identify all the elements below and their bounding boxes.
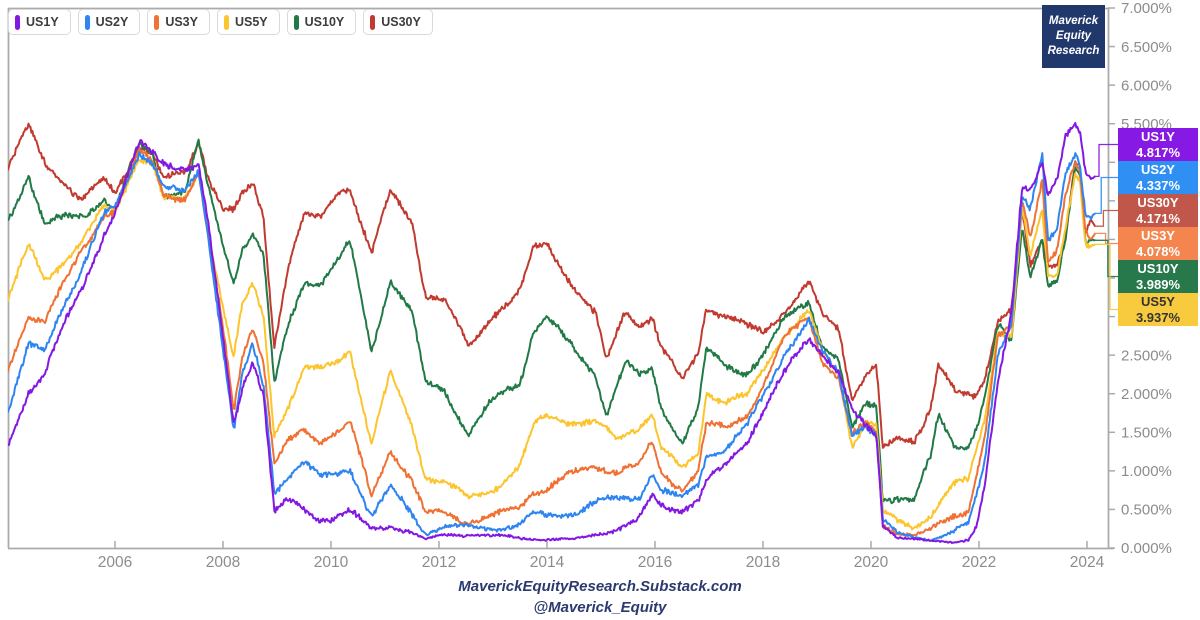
value-label-value: 4.817% <box>1135 144 1181 160</box>
footer-handle: @Maverick_Equity <box>533 599 667 616</box>
value-label-series-name: US2Y <box>1141 162 1175 177</box>
value-label-us10y: US10Y 3.989% <box>1118 260 1198 293</box>
value-label-connector-us5y <box>1094 243 1118 311</box>
y-axis-label: 0.500% <box>1121 502 1172 519</box>
value-label-series-name: US30Y <box>1137 195 1179 210</box>
legend-item-us3y[interactable]: US3Y <box>147 9 210 35</box>
legend-item-label: US5Y <box>234 15 268 29</box>
x-axis-label: 2010 <box>314 554 349 571</box>
y-axis-label: 0.000% <box>1121 540 1172 557</box>
value-label-connector-us2y <box>1094 176 1118 215</box>
legend-marker <box>370 14 376 30</box>
legend-marker <box>84 14 90 30</box>
legend-marker <box>293 14 299 30</box>
value-label-value: 3.989% <box>1135 276 1181 292</box>
legend-item-us5y[interactable]: US5Y <box>216 9 280 35</box>
value-label-value: 3.937% <box>1135 309 1181 325</box>
value-label-connector-us30y <box>1094 209 1118 227</box>
series-us10y-line <box>8 138 1096 505</box>
legend-item-us1y[interactable]: US1Y <box>8 9 71 35</box>
value-label-us5y: US5Y 3.937% <box>1118 293 1198 326</box>
legend-item-label: US30Y <box>381 15 421 29</box>
badge-line: Equity <box>1055 30 1092 42</box>
y-axis-label: 2.500% <box>1121 347 1172 364</box>
y-axis-label: 1.500% <box>1121 424 1172 441</box>
value-label-value: 4.171% <box>1135 210 1181 226</box>
x-axis-label: 2018 <box>746 554 780 571</box>
x-axis-label: 2024 <box>1070 554 1105 571</box>
legend: US1Y US2Y US3Y US5Y US10Y US30Y <box>8 9 433 35</box>
legend-item-label: US2Y <box>95 15 129 29</box>
legend-marker <box>223 14 229 30</box>
y-axis-label: 2.000% <box>1121 386 1172 403</box>
x-axis-label: 2008 <box>206 554 240 571</box>
y-axis-label: 7.000% <box>1121 0 1172 17</box>
value-label-us3y: US3Y 4.078% <box>1118 227 1198 260</box>
x-axis-label: 2012 <box>422 554 456 571</box>
legend-item-label: US1Y <box>26 15 59 29</box>
legend-item-us2y[interactable]: US2Y <box>77 9 141 35</box>
x-axis-label: 2016 <box>638 554 672 571</box>
value-label-value: 4.337% <box>1135 177 1181 193</box>
y-axis-label: 6.500% <box>1121 39 1172 56</box>
series-us30y-line <box>8 122 1096 449</box>
legend-item-label: US3Y <box>165 15 198 29</box>
footer-url: MaverickEquityResearch.Substack.com <box>458 578 742 595</box>
legend-item-label: US10Y <box>304 15 345 29</box>
badge-line: Maverick <box>1048 15 1099 27</box>
legend-marker <box>15 14 20 30</box>
series-us3y-line <box>8 146 1096 537</box>
value-label-series-name: US3Y <box>1141 228 1175 243</box>
value-label-connector-us10y <box>1094 239 1118 278</box>
value-label-us1y: US1Y 4.817% <box>1118 128 1198 161</box>
value-label-series-name: US5Y <box>1141 294 1175 309</box>
value-label-series-name: US1Y <box>1141 129 1175 144</box>
x-axis-label: 2020 <box>854 554 889 571</box>
footer: MaverickEquityResearch.Substack.com @Mav… <box>0 576 1200 618</box>
value-label-connector-us3y <box>1094 232 1118 245</box>
x-axis-label: 2006 <box>98 554 132 571</box>
value-label-value: 4.078% <box>1135 243 1181 259</box>
series-us5y-line <box>8 158 1096 531</box>
value-label-series-name: US10Y <box>1137 261 1179 276</box>
legend-item-us10y[interactable]: US10Y <box>286 9 357 35</box>
x-axis-label: 2014 <box>530 554 565 571</box>
series-us2y-line <box>8 151 1096 542</box>
brand-badge: Maverick Equity Research <box>1042 5 1105 68</box>
value-label-us30y: US30Y 4.171% <box>1118 194 1198 227</box>
value-label-us2y: US2Y 4.337% <box>1118 161 1198 194</box>
legend-marker <box>154 14 160 30</box>
legend-item-us30y[interactable]: US30Y <box>363 9 433 35</box>
x-axis-label: 2022 <box>962 554 996 571</box>
series-us1y-line <box>8 122 1096 544</box>
y-axis-label: 6.000% <box>1121 77 1172 94</box>
value-label-connector-us1y <box>1094 143 1118 178</box>
y-axis-label: 1.000% <box>1121 463 1172 480</box>
badge-line: Research <box>1047 45 1100 57</box>
